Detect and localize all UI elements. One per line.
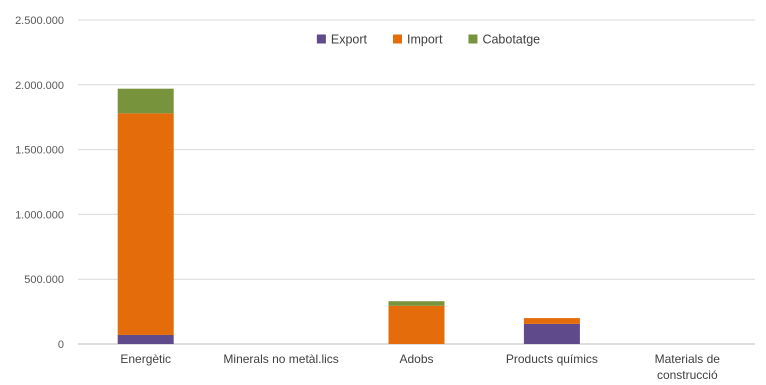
x-axis-ticks: Energètic Minerals no metàl.lics Adobs Prod… [120, 352, 720, 382]
y-tick-label: 2.500.000 [15, 15, 64, 27]
x-tick-label: Products químics [506, 352, 598, 366]
gridlines [78, 19, 755, 345]
bars [117, 88, 580, 344]
y-tick-label: 1.500.000 [15, 145, 64, 157]
x-tick-label: construcció [657, 368, 718, 382]
bar-export-1 [117, 334, 174, 344]
y-axis-ticks: 0 500.000 1.000.000 1.500.000 2.000.000 2.500… [15, 15, 64, 351]
y-tick-label: 0 [58, 339, 64, 351]
legend-label: Export [331, 33, 368, 47]
x-tick-label: Adobs [399, 352, 433, 366]
bar-import-1 [117, 113, 174, 335]
legend-swatch [393, 34, 403, 44]
x-tick-label: Minerals no metàl.lics [223, 352, 338, 366]
x-tick-label: Energètic [120, 352, 171, 366]
legend-swatch [468, 34, 478, 44]
bar-import-3 [388, 305, 445, 344]
bar-cabotatge-3 [388, 301, 445, 306]
bar-cabotatge-1 [117, 88, 174, 114]
legend-label: Import [407, 33, 443, 47]
legend-swatch [316, 34, 326, 44]
x-tick-label: Materials de [655, 352, 721, 366]
y-tick-label: 2.000.000 [15, 80, 64, 92]
legend-label: Cabotatge [482, 33, 540, 47]
bar-import-4 [523, 318, 580, 324]
bar-export-4 [523, 323, 580, 344]
y-tick-label: 500.000 [24, 274, 64, 286]
legend: Export Import Cabotatge [316, 33, 540, 47]
y-tick-label: 1.000.000 [15, 209, 64, 221]
